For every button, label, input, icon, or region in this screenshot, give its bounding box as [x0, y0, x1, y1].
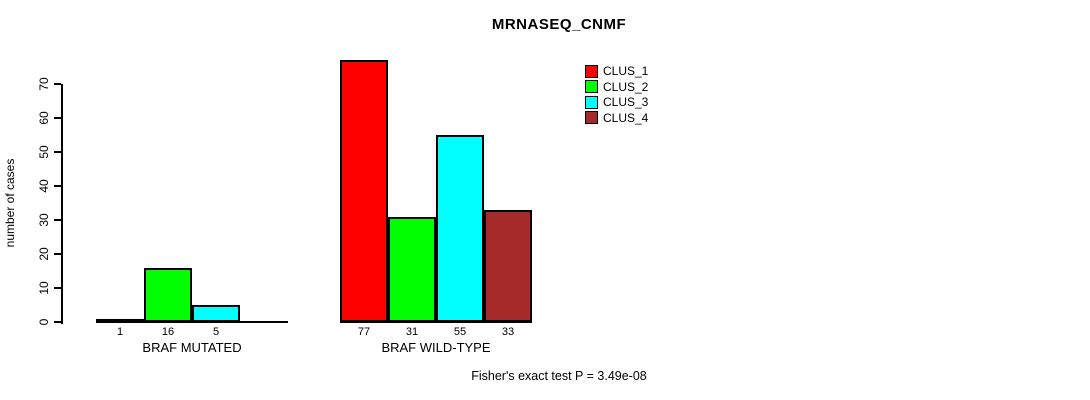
y-axis-line	[61, 84, 63, 324]
chart-title: MRNASEQ_CNMF	[491, 16, 627, 33]
bar-value-label: 16	[161, 326, 175, 338]
legend-label: CLUS_4	[603, 110, 649, 125]
legend-swatch-icon	[585, 111, 598, 124]
y-tick	[54, 287, 61, 289]
y-tick-label: 30	[37, 213, 51, 227]
bar-value-label: 31	[405, 326, 419, 338]
legend-item: CLUS_2	[585, 80, 648, 94]
legend-item: CLUS_3	[585, 95, 648, 109]
bar-clus_3-1	[192, 305, 240, 322]
legend-label: CLUS_1	[603, 64, 649, 78]
legend-item: CLUS_1	[585, 64, 648, 78]
bar-clus_2-1	[144, 268, 192, 322]
bar-value-label: 1	[116, 326, 124, 338]
y-tick	[54, 253, 61, 255]
legend: CLUS_1 CLUS_2 CLUS_3 CLUS_4	[585, 64, 648, 126]
y-tick	[54, 219, 61, 221]
legend-item: CLUS_4	[585, 111, 648, 125]
y-tick-label: 60	[37, 111, 51, 125]
group-baseline	[340, 321, 532, 323]
bar-clus_3-2	[436, 135, 484, 322]
bar-clus_2-2	[388, 217, 436, 322]
bar-value-label: 55	[453, 326, 467, 338]
bar-clus_1-2	[340, 60, 388, 322]
x-category-label: BRAF WILD-TYPE	[381, 340, 491, 355]
y-tick-label: 20	[37, 247, 51, 261]
bar-clus_4-2	[484, 210, 532, 322]
legend-swatch-icon	[585, 80, 598, 93]
y-tick	[54, 83, 61, 85]
legend-swatch-icon	[585, 64, 598, 78]
y-tick	[54, 185, 61, 187]
legend-label: CLUS_2	[603, 79, 649, 94]
y-tick	[54, 151, 61, 153]
y-tick-label: 40	[37, 179, 51, 193]
bar-value-label: 5	[212, 326, 220, 338]
bar-value-label: 33	[501, 326, 515, 338]
legend-label: CLUS_3	[603, 95, 649, 109]
y-tick-label: 0	[37, 318, 51, 326]
y-tick	[54, 117, 61, 119]
y-tick-label: 10	[37, 281, 51, 295]
y-tick-label: 70	[37, 77, 51, 91]
legend-swatch-icon	[585, 95, 598, 109]
bar-clus_1-1	[96, 319, 144, 323]
fisher-test-annotation: Fisher's exact test P = 3.49e-08	[471, 369, 647, 383]
x-category-label: BRAF MUTATED	[142, 340, 242, 355]
y-tick-label: 50	[37, 145, 51, 159]
y-tick	[54, 321, 61, 323]
bar-value-label: 77	[357, 326, 371, 338]
group-baseline	[96, 321, 288, 323]
